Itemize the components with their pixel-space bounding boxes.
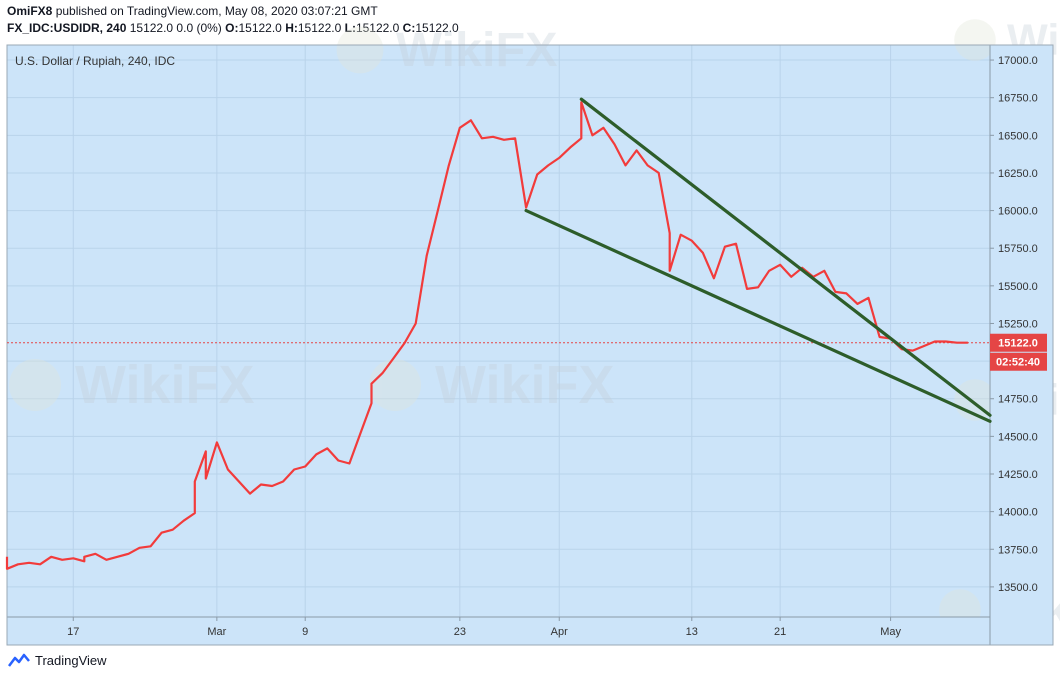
gridlines	[7, 45, 990, 617]
y-tick-label: 16250.0	[998, 168, 1038, 180]
plot-area[interactable]	[7, 45, 990, 617]
current-price-label: 15122.0	[998, 338, 1038, 350]
ohlc-open: 15122.0	[238, 21, 282, 35]
watermark-globe-icon	[336, 26, 384, 74]
watermark-text: WikiFX	[396, 23, 558, 77]
y-tick-label: 14500.0	[998, 431, 1038, 443]
x-tick-label: Apr	[551, 626, 568, 638]
y-tick-label: 15500.0	[998, 281, 1038, 293]
ohlc-high: 15122.0	[297, 21, 342, 35]
y-tick-label: 14750.0	[998, 394, 1038, 406]
trendline	[579, 97, 992, 417]
countdown-tag	[990, 352, 1047, 371]
y-tick-label: 14000.0	[998, 507, 1038, 519]
x-axis-ticks: 17 Mar 9 23 Apr 13 21 May	[67, 617, 901, 638]
current-price-tag	[990, 333, 1047, 352]
symbol-info: FX_IDC:USDIDR, 240 15122.0 0.0 (0%) O:15…	[7, 21, 459, 35]
watermark-globe-icon	[9, 359, 61, 411]
ohlc-close: 15122.0	[415, 21, 459, 35]
tradingview-brand[interactable]: TradingView	[35, 652, 107, 668]
footer: TradingView	[8, 652, 107, 668]
ohlc-low: 15122.0	[355, 21, 400, 35]
x-axis-area[interactable]	[7, 617, 990, 645]
x-tick-label: 9	[302, 626, 308, 638]
tradingview-logo-icon	[8, 653, 30, 667]
x-tick-label: 13	[686, 626, 698, 638]
symbol-label: FX_IDC:USDIDR, 240	[7, 21, 127, 35]
y-tick-label: 16500.0	[998, 130, 1038, 142]
x-tick-label: 23	[454, 626, 466, 638]
y-tick-label: 13500.0	[998, 582, 1038, 594]
change-label: 15122.0 0.0 (0%)	[129, 21, 222, 35]
y-tick-label: 15750.0	[998, 243, 1038, 255]
x-tick-label: 17	[67, 626, 79, 638]
x-tick-label: Mar	[207, 626, 226, 638]
series-layer	[5, 101, 968, 570]
watermark-text: WikiFX	[435, 355, 615, 415]
price-tags: 15122.0 02:52:40	[990, 333, 1047, 371]
chart-title: U.S. Dollar / Rupiah, 240, IDC	[15, 54, 175, 68]
author-name[interactable]: OmiFX8	[7, 4, 53, 18]
y-tick-label: 13750.0	[998, 544, 1038, 556]
watermark-globe-icon	[369, 359, 421, 411]
watermark-globe-icon	[954, 19, 996, 61]
price-series-line	[5, 101, 968, 570]
trendline	[524, 208, 992, 423]
y-tick-label: 16750.0	[998, 93, 1038, 105]
x-tick-label: 21	[774, 626, 786, 638]
wikifx-watermark: WikiFX	[369, 355, 615, 415]
x-tick-label: May	[880, 626, 901, 638]
wikifx-watermark: WikiFX	[336, 23, 558, 77]
y-tick-label: 17000.0	[998, 55, 1038, 67]
y-tick-label: 16000.0	[998, 206, 1038, 218]
published-text: published on TradingView.com, May 08, 20…	[55, 4, 378, 18]
y-axis-ticks: 13500.0 13750.0 14000.0 14250.0 14500.0 14750…	[990, 55, 1038, 594]
y-tick-label: 15250.0	[998, 318, 1038, 330]
watermark-text: WikiFX	[75, 355, 255, 415]
publish-info: OmiFX8 published on TradingView.com, May…	[7, 4, 378, 18]
countdown-label: 02:52:40	[996, 357, 1040, 369]
wikifx-watermark: WikiFX	[9, 355, 255, 415]
y-tick-label: 14250.0	[998, 469, 1038, 481]
trendlines-layer	[524, 97, 992, 423]
